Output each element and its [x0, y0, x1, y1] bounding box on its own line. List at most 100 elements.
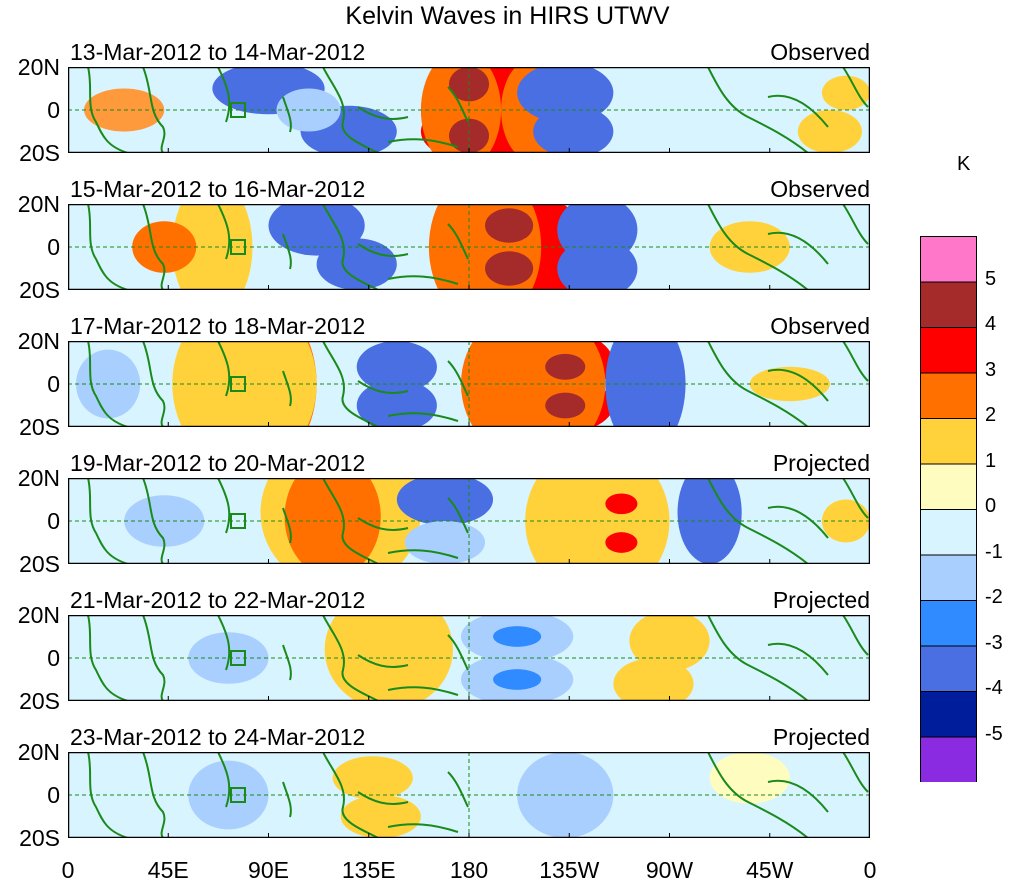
coastline: [707, 478, 809, 564]
coastline: [217, 204, 231, 260]
lat-label: 20S: [19, 277, 60, 303]
coastline: [387, 412, 459, 422]
map-panel-5: 21-Mar-2012 to 22-Mar-2012 Projected 20N 0 2…: [0, 587, 1015, 727]
colorbar-swatch: [920, 418, 977, 465]
coastline: [707, 615, 809, 701]
colorbar-swatch: [920, 736, 977, 782]
lon-label: 45W: [746, 857, 794, 883]
colorbar: [920, 236, 977, 782]
colorbar-swatch: [920, 281, 977, 328]
coastline: [387, 275, 459, 285]
coastline: [217, 341, 231, 397]
coastlines: [87, 67, 869, 153]
coastline: [447, 360, 469, 397]
lat-label: 0: [47, 508, 60, 534]
coastlines: [87, 341, 869, 427]
lat-label: 20N: [17, 328, 60, 354]
anomaly-contour: [797, 110, 862, 153]
colorbar-swatch: [920, 509, 977, 556]
lat-label: 20N: [17, 602, 60, 628]
map-panel-2: 15-Mar-2012 to 16-Mar-2012 Observed 20N 0 20…: [0, 176, 1015, 316]
coastline: [142, 204, 166, 290]
coastline: [842, 341, 869, 382]
colorbar-unit: K: [957, 153, 971, 175]
coastline: [282, 781, 292, 818]
anomaly-contour: [821, 75, 870, 110]
coastline: [387, 549, 459, 559]
coastline: [707, 67, 809, 153]
coastline: [87, 478, 129, 564]
colorbar-label: 4: [985, 313, 997, 335]
lat-label: 20S: [19, 551, 60, 577]
anomaly-contour: [316, 238, 397, 290]
anomaly-contour: [485, 208, 534, 243]
colorbar-label: 5: [985, 267, 997, 290]
anomaly-contour: [545, 353, 586, 380]
coastline: [142, 478, 166, 564]
colorbar-label: -1: [985, 540, 1003, 563]
coastline: [322, 67, 379, 153]
coastline: [842, 67, 869, 108]
coastline: [87, 204, 129, 290]
coastline: [357, 243, 409, 257]
coastline: [87, 752, 129, 838]
colorbar-label: 2: [985, 404, 997, 426]
coastline: [322, 752, 379, 838]
coastline: [767, 231, 829, 265]
anomaly-map: [68, 615, 870, 701]
colorbar-label: 3: [985, 358, 997, 381]
anomaly-contour: [533, 105, 614, 153]
coastline: [142, 752, 166, 838]
lat-label: 20S: [19, 414, 60, 440]
coastline: [322, 615, 379, 701]
coastline: [217, 615, 231, 671]
panel-status: Observed: [770, 39, 870, 65]
coastline: [357, 380, 409, 394]
anomaly-contour: [356, 341, 437, 393]
coastline: [322, 478, 379, 564]
colorbar-label: -5: [985, 722, 1003, 745]
panel-status: Projected: [772, 450, 870, 476]
anomaly-contour: [124, 495, 205, 547]
colorbar-swatch: [920, 372, 977, 419]
anomaly-contour: [172, 204, 253, 290]
anomaly-contour: [485, 251, 534, 286]
anomaly-contour: [132, 221, 197, 273]
colorbar-label: -3: [985, 631, 1003, 654]
anomaly-map: [68, 204, 870, 290]
coastline: [142, 341, 166, 427]
lat-label: 0: [47, 97, 60, 123]
coastline: [447, 634, 469, 671]
panel-date-range: 19-Mar-2012 to 20-Mar-2012: [70, 450, 366, 476]
anomaly-contour: [493, 669, 542, 690]
anomaly-contour: [76, 349, 141, 419]
coastlines: [87, 752, 869, 838]
coastline: [447, 771, 469, 808]
colorbar-swatch: [920, 554, 977, 601]
panel-status: Observed: [770, 313, 870, 339]
panel-status: Observed: [770, 176, 870, 202]
coastline: [767, 505, 829, 539]
coastline: [142, 615, 166, 701]
anomaly-contour: [613, 658, 694, 701]
coastline: [707, 752, 809, 838]
coastline: [282, 507, 292, 544]
anomaly-contour: [324, 615, 453, 701]
anomaly-contour: [493, 626, 542, 647]
lat-label: 20S: [19, 688, 60, 714]
anomaly-contour: [356, 379, 437, 427]
colorbar-swatch: [920, 327, 977, 374]
anomaly-contour: [605, 493, 638, 515]
anomaly-contour: [677, 478, 742, 564]
lon-label: 135E: [341, 857, 396, 883]
colorbar-label: -2: [985, 586, 1003, 608]
colorbar-swatch: [920, 463, 977, 510]
map-panel-6: 23-Mar-2012 to 24-Mar-2012 Projected 20N 0 2…: [0, 724, 1015, 864]
coastline: [767, 779, 829, 813]
coastline: [842, 478, 869, 519]
anomaly-contour: [605, 532, 638, 553]
coastline: [842, 615, 869, 656]
anomaly-map: [68, 67, 870, 153]
lat-label: 0: [47, 645, 60, 671]
coastline: [707, 341, 809, 427]
